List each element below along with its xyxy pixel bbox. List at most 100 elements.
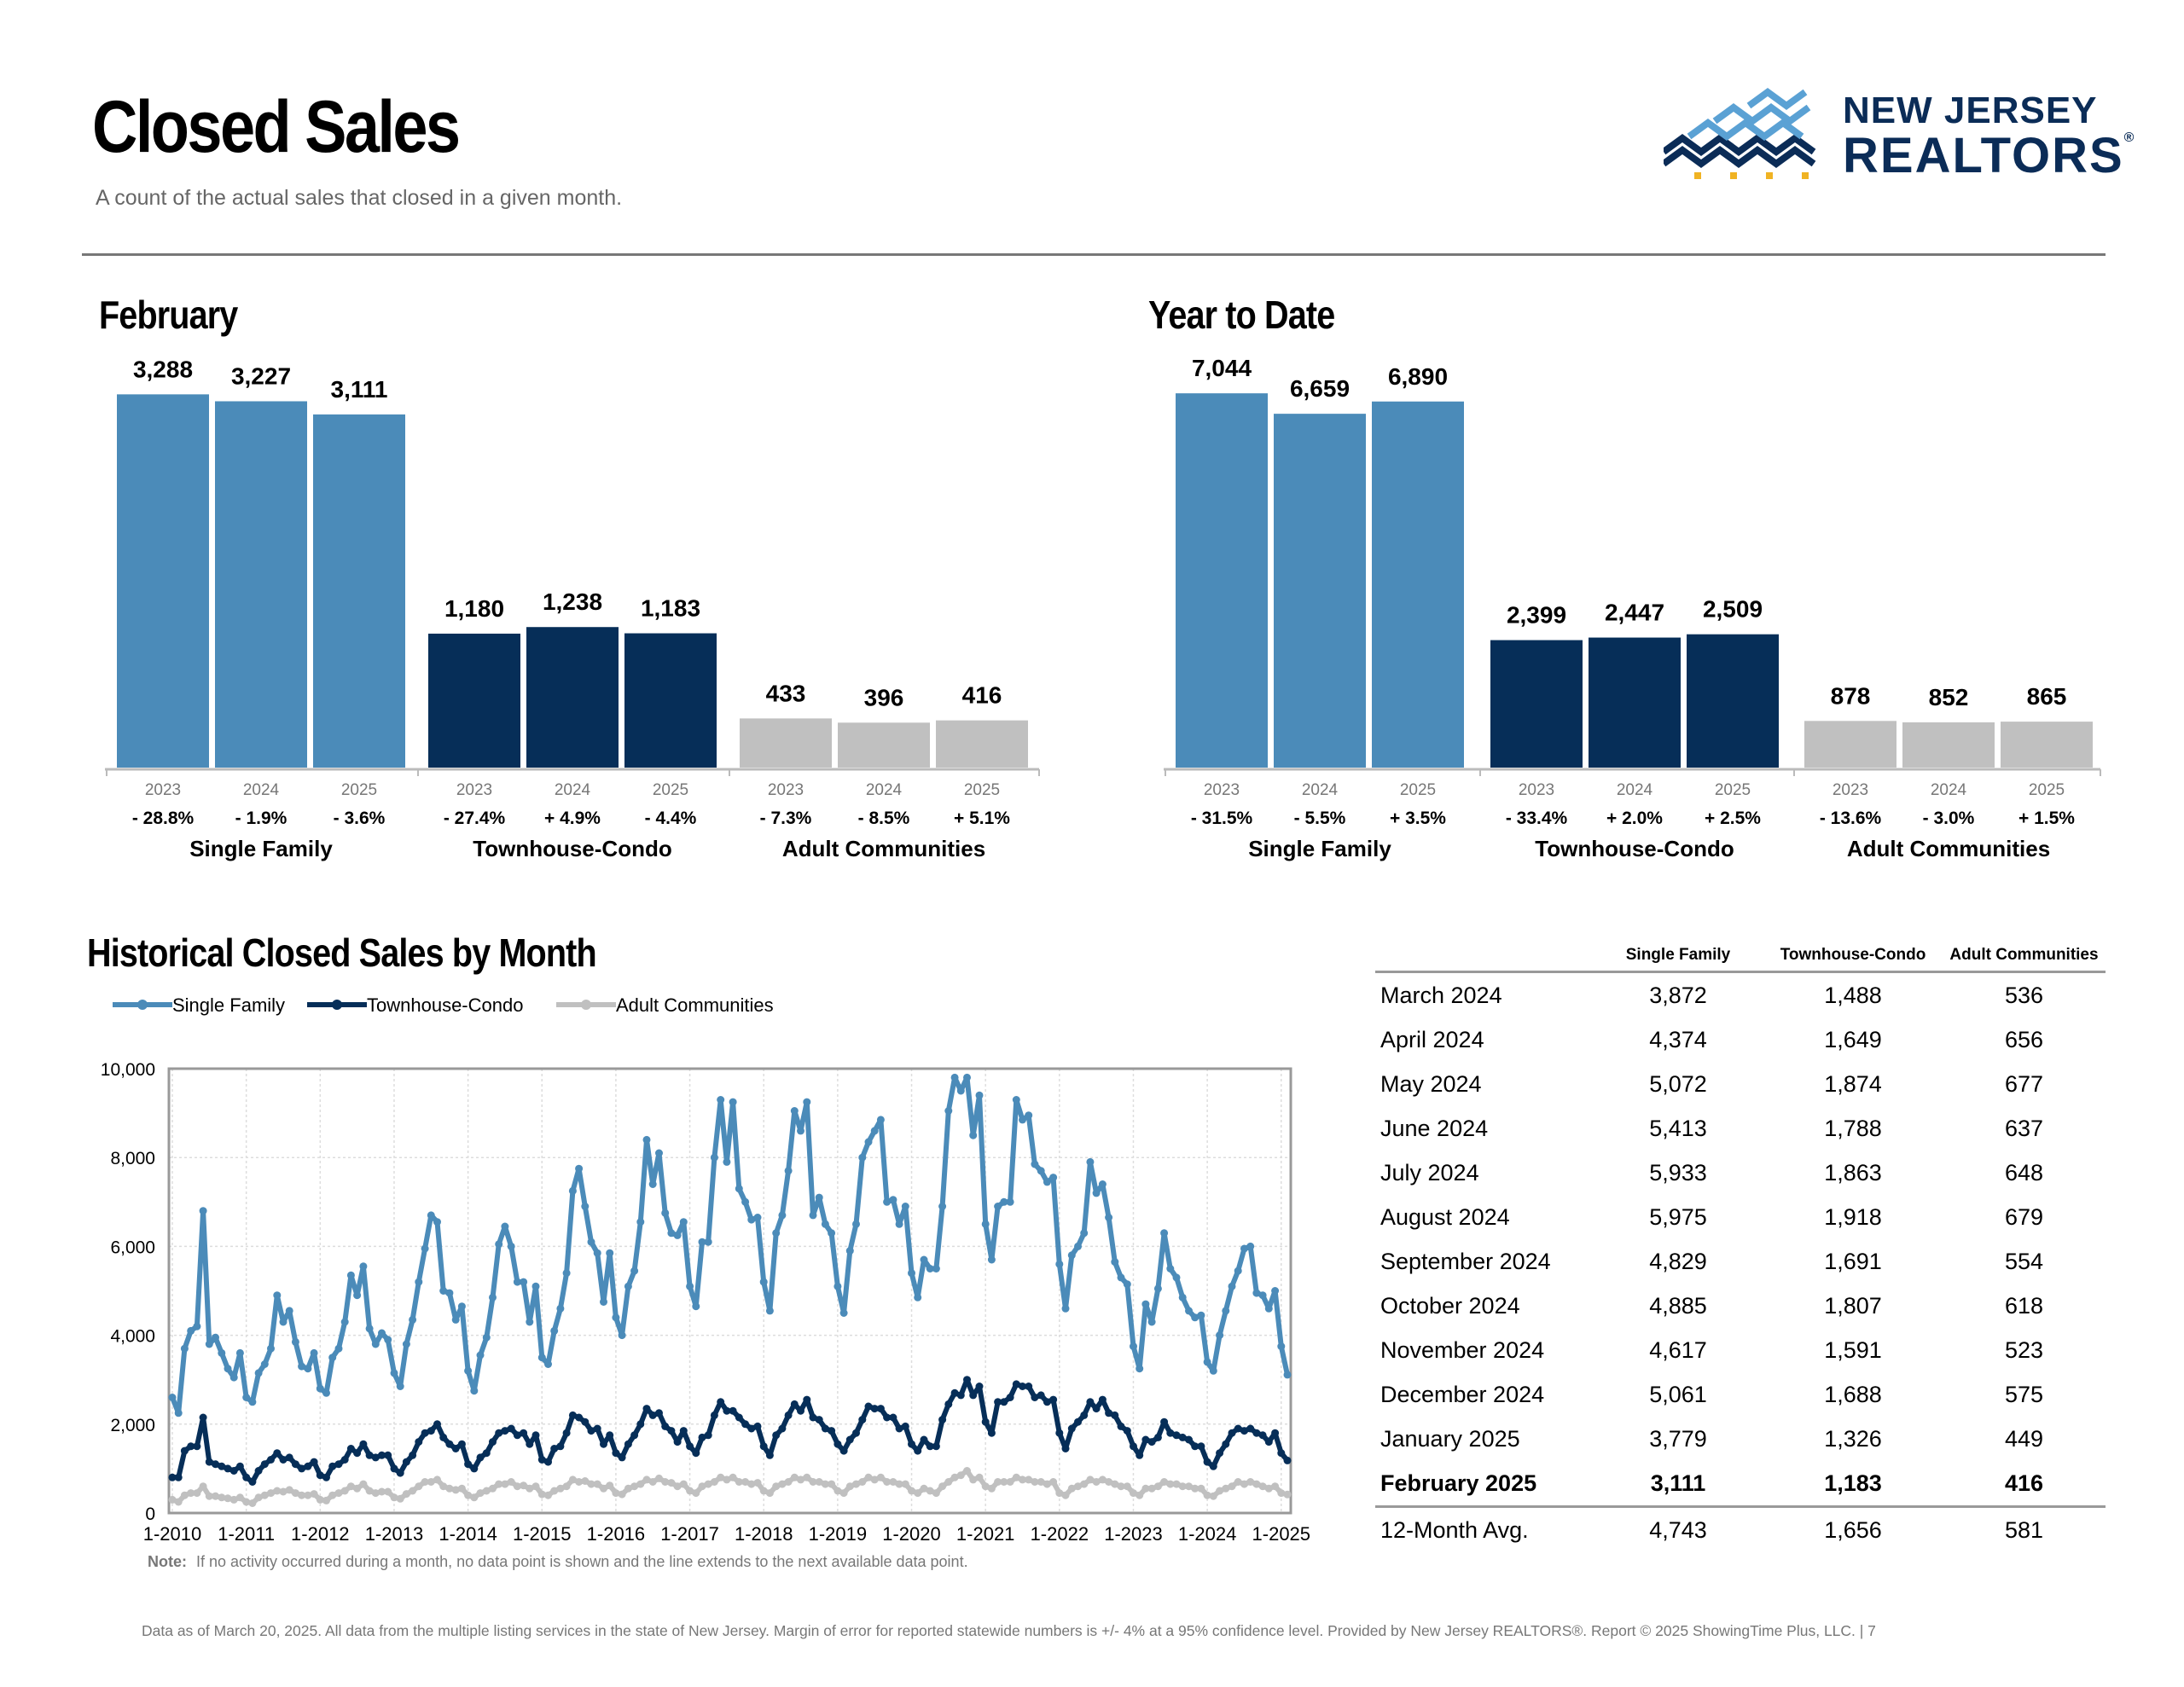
data-point: [969, 1391, 978, 1400]
data-point: [1147, 1484, 1156, 1493]
data-point: [1098, 1180, 1107, 1188]
data-point: [489, 1484, 497, 1493]
data-point: [451, 1445, 460, 1452]
data-point: [298, 1491, 306, 1499]
data-point: [1252, 1480, 1261, 1488]
data-point: [482, 1333, 491, 1342]
table-cell-value: 536: [2004, 982, 2044, 1008]
change-percent-label: + 3.5%: [1390, 809, 1446, 828]
data-point: [994, 1203, 1002, 1210]
data-point: [926, 1265, 934, 1272]
table-cell-value: 1,488: [1824, 982, 1882, 1008]
data-point: [187, 1442, 195, 1451]
data-point: [667, 1229, 676, 1238]
data-point: [421, 1429, 429, 1437]
data-point: [489, 1293, 497, 1301]
data-point: [612, 1449, 620, 1458]
data-point: [346, 1445, 355, 1452]
data-point: [562, 1269, 571, 1278]
data-point: [359, 1440, 368, 1448]
data-point: [772, 1482, 781, 1491]
table-cell-value: 618: [2004, 1292, 2044, 1319]
bar: [313, 414, 405, 768]
data-point: [1086, 1475, 1095, 1484]
data-point: [1049, 1478, 1058, 1486]
data-point: [784, 1167, 793, 1175]
data-point: [1172, 1480, 1181, 1488]
data-point: [464, 1366, 473, 1375]
data-point: [821, 1480, 829, 1488]
data-point: [1105, 1214, 1113, 1221]
data-point: [346, 1482, 355, 1491]
data-point: [950, 1073, 959, 1081]
data-point: [981, 1417, 990, 1426]
data-point: [778, 1424, 787, 1433]
table-cell-value: 4,829: [1649, 1248, 1707, 1274]
data-point: [1025, 1475, 1033, 1484]
data-point: [612, 1489, 620, 1498]
data-point: [1172, 1273, 1181, 1282]
data-point: [544, 1360, 552, 1368]
bar-value-label: 2,447: [1605, 600, 1664, 626]
data-point: [1055, 1260, 1064, 1268]
data-point: [421, 1478, 429, 1486]
table-cell-value: 3,872: [1649, 982, 1707, 1008]
data-point: [279, 1456, 288, 1464]
data-point: [291, 1460, 299, 1469]
table-cell-value: 1,874: [1824, 1070, 1882, 1097]
data-point: [1055, 1429, 1064, 1437]
table-row: July 2024 5,933 1,863 648: [1375, 1151, 2106, 1195]
data-point: [365, 1487, 374, 1495]
data-point: [229, 1495, 238, 1504]
data-point: [1061, 1445, 1070, 1452]
data-point: [353, 1449, 362, 1458]
bar: [215, 401, 307, 768]
bar-value-label: 7,044: [1192, 355, 1252, 381]
data-point: [180, 1344, 189, 1353]
data-point: [815, 1193, 823, 1202]
data-point: [316, 1495, 324, 1504]
year-tick-label: 2024: [1302, 781, 1339, 799]
data-point: [180, 1446, 189, 1455]
bar-value-label: 2,509: [1703, 596, 1763, 623]
data-point: [235, 1493, 244, 1502]
y-tick-label: 6,000: [110, 1238, 155, 1257]
table-cell-value: 1,788: [1824, 1115, 1882, 1141]
data-point: [1111, 1258, 1119, 1267]
x-tick-label: 1-2014: [439, 1523, 497, 1545]
data-point: [1000, 1478, 1008, 1486]
bar: [526, 627, 619, 768]
year-tick-label: 2024: [1931, 781, 1967, 799]
data-point: [710, 1153, 718, 1162]
data-point: [550, 1445, 559, 1452]
data-point: [624, 1440, 632, 1448]
data-point: [914, 1489, 922, 1498]
data-point: [402, 1340, 410, 1348]
table-cell-value: 1,649: [1824, 1026, 1882, 1052]
x-tick-label: 1-2015: [513, 1523, 572, 1545]
data-point: [698, 1433, 706, 1441]
data-point: [1283, 1490, 1292, 1499]
data-point: [531, 1431, 540, 1440]
year-tick-label: 2023: [145, 781, 181, 799]
data-point: [402, 1458, 410, 1466]
data-point: [322, 1388, 330, 1397]
data-point: [1037, 1391, 1045, 1400]
data-point: [187, 1489, 195, 1498]
data-point: [415, 1438, 423, 1446]
data-point: [199, 1413, 207, 1422]
y-tick-label: 0: [145, 1504, 155, 1524]
data-point: [642, 1135, 651, 1144]
data-point: [205, 1492, 213, 1500]
data-point: [513, 1278, 521, 1286]
data-point: [624, 1282, 632, 1290]
y-tick-label: 2,000: [110, 1416, 155, 1435]
data-point: [526, 1484, 534, 1493]
data-point: [747, 1480, 756, 1488]
data-point: [876, 1116, 885, 1124]
data-point: [987, 1484, 996, 1493]
table-cell-value: 5,413: [1649, 1115, 1707, 1141]
data-point: [439, 1433, 448, 1441]
bar: [1274, 414, 1366, 768]
data-point: [316, 1471, 324, 1480]
